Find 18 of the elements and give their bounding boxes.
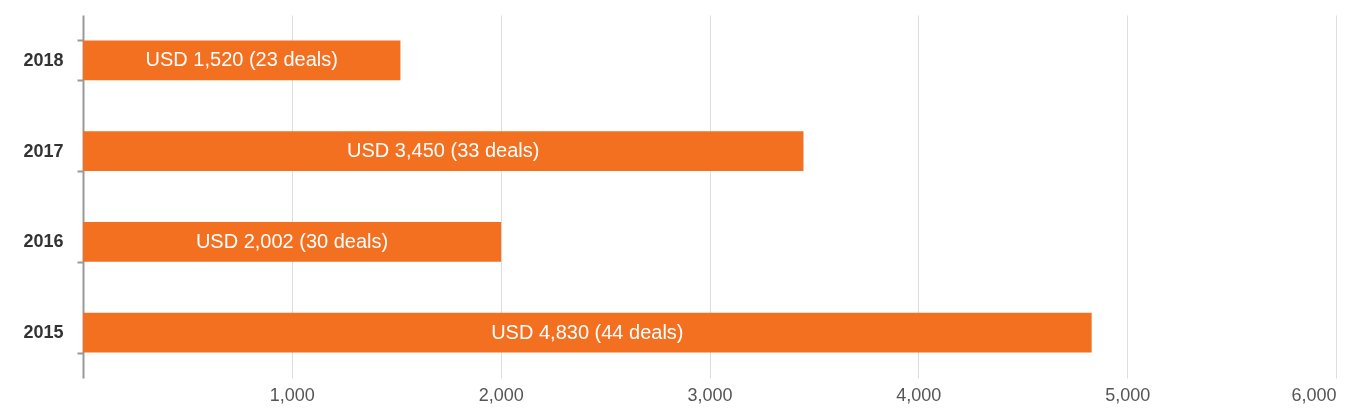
data-label: USD 3,450 (33 deals) [347,139,540,162]
x-tick-label: 6,000 [1291,384,1337,405]
x-tick-label: 1,000 [269,384,315,405]
data-label: USD 1,520 (23 deals) [145,48,338,71]
x-tick-label: 2,000 [478,384,524,405]
bar [83,221,502,262]
bar [83,131,804,172]
x-tick-label: 4,000 [896,384,942,405]
x-tick-label: 5,000 [1105,384,1151,405]
y-tick-label: 2016 [23,231,64,252]
data-label: USD 2,002 (30 deals) [195,229,389,252]
x-tick-label: 3,000 [687,384,733,405]
bar [83,40,401,81]
y-tick-label: 2015 [23,322,64,343]
y-tick-label: 2018 [23,49,64,70]
y-tick-label: 2017 [23,140,64,161]
data-label: USD 4,830 (44 deals) [491,320,684,343]
bar [83,312,1092,353]
